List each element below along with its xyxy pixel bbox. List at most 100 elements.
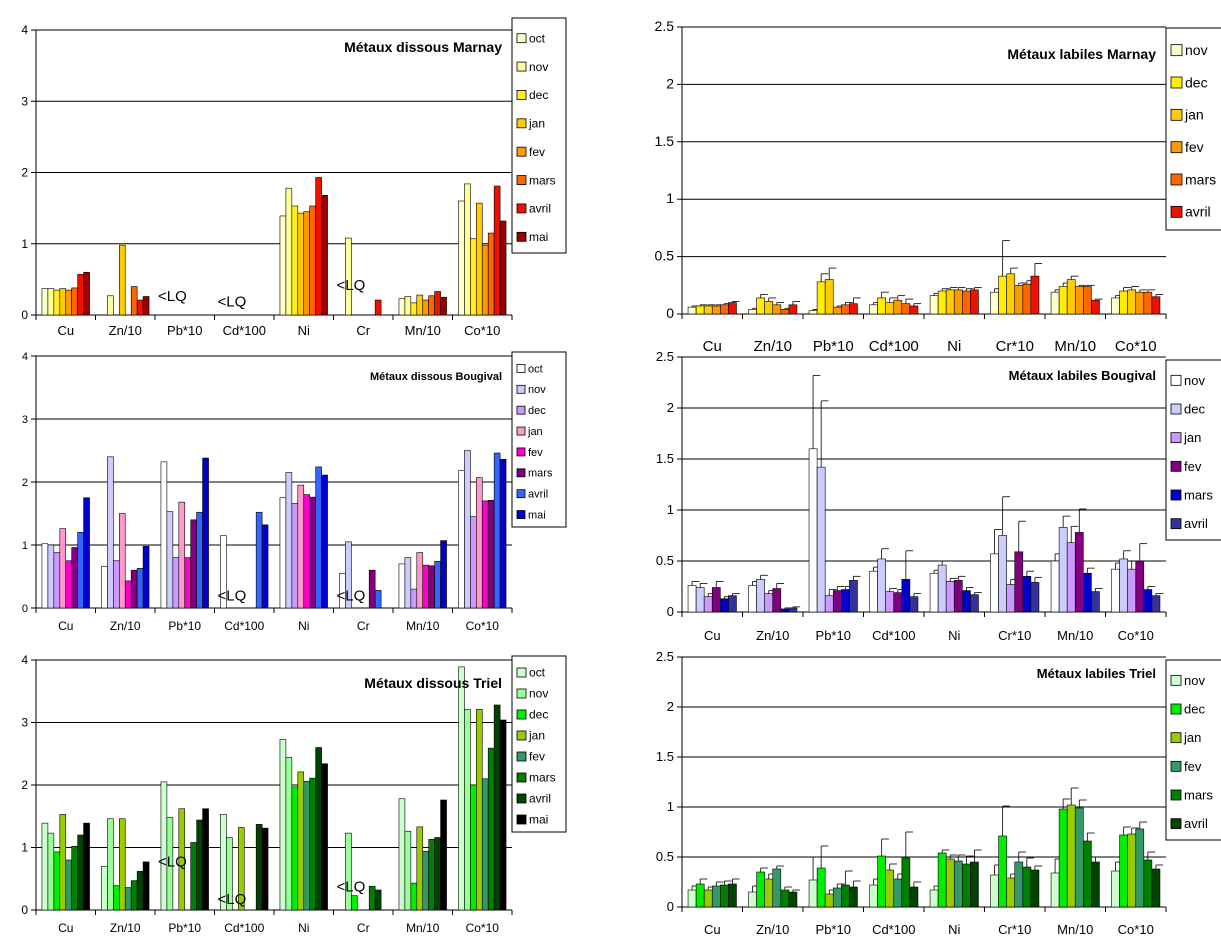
legend-swatch-dec <box>516 90 527 100</box>
bar-mars-6 <box>428 565 435 609</box>
category-label: Ni <box>947 338 961 355</box>
bar-oct-1 <box>101 566 108 609</box>
bar-jan-5 <box>1006 877 1016 908</box>
legend-swatch-avril <box>516 793 527 804</box>
category-label: Cd*100 <box>224 619 264 633</box>
category-label: Cu <box>57 323 74 338</box>
bar-nov-4 <box>285 472 293 609</box>
bar-fev-2 <box>832 306 842 315</box>
bar-nov-4 <box>929 889 939 908</box>
bar-avril-4 <box>315 177 322 316</box>
bar-dec-0 <box>695 587 705 613</box>
bar-mars-4 <box>962 863 971 908</box>
bougival-labiles-chart: 0 0.5 1 1.5 2 2.5 Cu Zn/10 Pb*10 Cd*100 Ni Cr*10 Mn/… <box>656 349 1221 643</box>
chart-title: Métaux labiles Marnay <box>1007 46 1156 62</box>
legend-swatch-avril <box>1170 205 1183 218</box>
bar-fev-3 <box>893 592 903 613</box>
bar-fev-6 <box>1074 286 1084 315</box>
bar-nov-6 <box>1050 291 1060 315</box>
legend: nov dec jan fev mars avril <box>1165 359 1221 541</box>
bar-fev-1 <box>124 580 132 609</box>
bar-nov-5 <box>990 874 999 908</box>
bar-jan-1 <box>119 818 126 911</box>
bar-mars-1 <box>130 880 138 911</box>
bar-avril-2 <box>849 886 858 908</box>
bar-mars-5 <box>1022 866 1032 908</box>
bar-nov-6 <box>404 296 412 316</box>
bar-fev-2 <box>832 590 842 613</box>
bar-oct-3 <box>220 535 227 609</box>
bar-oct-7 <box>458 666 465 911</box>
category-label: Pb*10 <box>816 628 851 643</box>
bar-jan-4 <box>297 484 305 609</box>
bar-mars-7 <box>487 747 495 911</box>
bar-mai-2 <box>202 457 209 609</box>
bar-avril-5 <box>1030 869 1040 908</box>
legend-label: dec <box>1184 702 1205 717</box>
lq-annotation: <LQ <box>158 288 187 305</box>
category-label: Cu <box>58 921 73 935</box>
bar-mars-1 <box>130 569 138 609</box>
bar-nov-0 <box>687 889 697 908</box>
bar-mars-1 <box>780 309 790 315</box>
bar-nov-3 <box>226 837 233 911</box>
y-tick-label: 0 <box>667 604 674 619</box>
bar-dec-2 <box>816 867 826 908</box>
bar-avril-0 <box>728 883 737 908</box>
legend-swatch-oct <box>516 667 527 678</box>
category-label: Ni <box>948 922 960 937</box>
bar-nov-0 <box>47 288 55 316</box>
legend-label: dec <box>529 88 548 102</box>
bar-jan-7 <box>475 709 483 911</box>
bar-fev-4 <box>953 580 963 613</box>
legend-label: avril <box>1184 816 1208 831</box>
legend-swatch-mars <box>516 468 526 478</box>
legend-swatch-fev <box>1170 760 1182 772</box>
bar-avril-5 <box>1030 275 1040 315</box>
bougival-dissous-chart: 0 1 2 3 4 Cu Zn/10 Pb*10 Cd*100 Ni Cr Mn/10 Co*10 <LQ… <box>22 351 567 633</box>
bar-dec-7 <box>1119 558 1128 613</box>
bar-dec-7 <box>470 784 477 911</box>
bar-mai-0 <box>83 497 90 609</box>
bar-dec-0 <box>53 851 61 911</box>
bar-nov-7 <box>1111 297 1120 315</box>
legend-label: oct <box>529 666 546 680</box>
bar-jan-3 <box>238 827 245 911</box>
bar-nov-7 <box>1111 568 1120 613</box>
bar-jan-3 <box>885 869 895 908</box>
y-tick-label: 0.5 <box>656 849 674 864</box>
legend-label: avril <box>529 792 551 806</box>
bar-avril-4 <box>970 861 979 908</box>
chart-title: Métaux dissous Marnay <box>344 39 502 55</box>
bar-mars-2 <box>190 842 197 911</box>
bar-mars-5 <box>368 569 376 609</box>
bar-nov-6 <box>1050 560 1060 613</box>
bar-jan-5 <box>1006 584 1016 613</box>
category-label: Cu <box>704 922 721 937</box>
bar-nov-0 <box>687 306 697 315</box>
marnay-dissous-chart: 0 1 2 3 4 Cu Zn/10 Pb*10 Cd*100 Ni Cr Mn/10 Co*10 <LQ… <box>21 17 567 338</box>
bar-avril-6 <box>434 291 441 316</box>
bar-avril-1 <box>136 568 144 609</box>
bar-avril-7 <box>493 185 501 316</box>
category-label: Co*10 <box>466 619 500 633</box>
bar-mai-7 <box>499 459 507 609</box>
bar-avril-3 <box>255 824 263 911</box>
category-label: Pb*10 <box>167 323 202 338</box>
bar-nov-5 <box>345 832 352 911</box>
bar-mars-6 <box>428 295 435 316</box>
bar-jan-1 <box>119 513 126 609</box>
legend-swatch-dec <box>1170 76 1183 89</box>
triel-dissous-chart: 0 1 2 3 4 Cu Zn/10 Pb*10 Cd*100 Ni Cr Mn/10 Co*10 <LQ… <box>21 653 567 935</box>
bar-nov-6 <box>404 557 412 609</box>
bar-jan-1 <box>764 878 774 908</box>
bar-nov-5 <box>345 237 352 316</box>
category-label: Cd*100 <box>872 922 915 937</box>
legend-label: fev <box>1184 459 1202 474</box>
category-label: Pb*10 <box>813 338 854 355</box>
bar-avril-0 <box>77 274 84 316</box>
bar-oct-0 <box>41 822 49 911</box>
bar-oct-7 <box>458 470 465 609</box>
y-tick-label: 2.5 <box>655 18 675 34</box>
bar-mai-6 <box>440 540 447 609</box>
